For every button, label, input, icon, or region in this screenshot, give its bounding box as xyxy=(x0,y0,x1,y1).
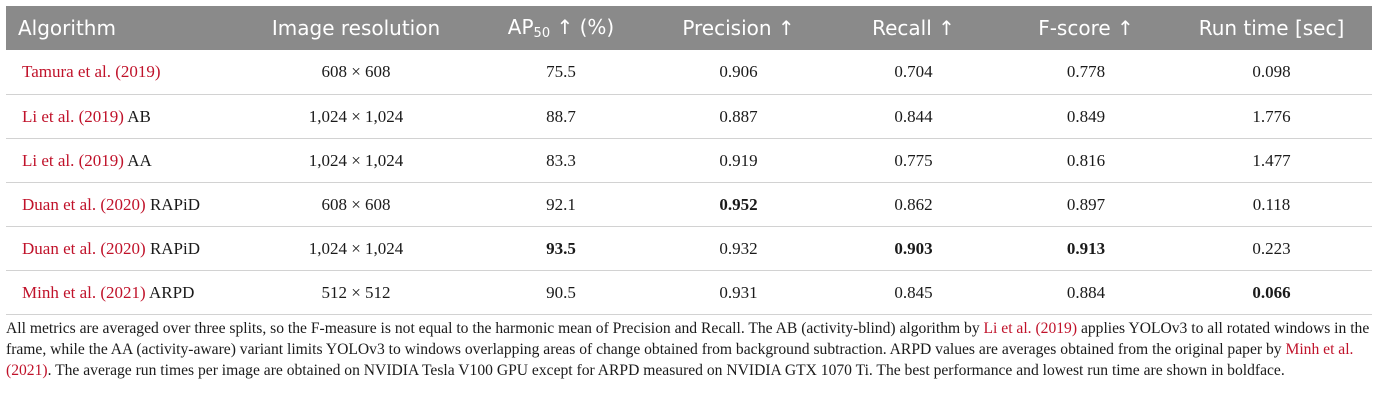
resolution-cell: 1,024 × 1,024 xyxy=(241,138,471,183)
runtime-cell: 0.223 xyxy=(1171,226,1372,271)
footnote-citation-minh[interactable]: Minh et al. (2021) xyxy=(6,341,1354,379)
precision-cell: 0.919 xyxy=(651,138,826,183)
runtime-cell: 1.776 xyxy=(1171,94,1372,139)
footnote-text-1: All metrics are averaged over three spli… xyxy=(6,320,984,337)
header-ap-main: AP xyxy=(507,15,534,39)
ap50-cell: 92.1 xyxy=(471,182,651,227)
algorithm-cell: Minh et al. (2021) ARPD xyxy=(6,270,241,315)
citation-link[interactable]: Minh et al. (2021) xyxy=(22,282,146,302)
precision-cell: 0.931 xyxy=(651,270,826,315)
ap50-cell: 83.3 xyxy=(471,138,651,183)
table-row: Minh et al. (2021) ARPD 512 × 512 90.5 0… xyxy=(6,270,1372,315)
table-footnote: All metrics are averaged over three spli… xyxy=(6,318,1372,381)
ap50-cell: 88.7 xyxy=(471,94,651,139)
ap50-cell-best: 93.5 xyxy=(471,226,651,271)
algorithm-cell: Li et al. (2019) AA xyxy=(6,138,241,183)
citation-link[interactable]: Duan et al. (2020) xyxy=(22,238,146,258)
algorithm-cell: Duan et al. (2020) RAPiD xyxy=(6,226,241,271)
algorithm-variant: ARPD xyxy=(145,282,195,302)
runtime-cell-best: 0.066 xyxy=(1171,270,1372,315)
resolution-cell: 608 × 608 xyxy=(241,50,471,95)
table-row: Tamura et al. (2019) 608 × 608 75.5 0.90… xyxy=(6,50,1372,95)
header-algorithm: Algorithm xyxy=(18,16,116,40)
precision-cell: 0.887 xyxy=(651,94,826,139)
runtime-cell: 0.098 xyxy=(1171,50,1372,95)
citation-link[interactable]: Li et al. (2019) xyxy=(22,150,124,170)
precision-cell: 0.932 xyxy=(651,226,826,271)
header-ap-sub: 50 xyxy=(533,26,551,41)
algorithm-variant: AA xyxy=(123,150,152,170)
footnote-citation-li[interactable]: Li et al. (2019) xyxy=(983,320,1078,337)
header-recall: Recall ↑ xyxy=(872,16,955,40)
precision-cell-best: 0.952 xyxy=(651,182,826,227)
algorithm-cell: Tamura et al. (2019) xyxy=(6,50,241,95)
fscore-cell: 0.884 xyxy=(1001,270,1171,315)
results-table-container: Algorithm Image resolution AP50 ↑ (%) Pr… xyxy=(6,6,1372,315)
resolution-cell: 1,024 × 1,024 xyxy=(241,226,471,271)
recall-cell: 0.704 xyxy=(826,50,1001,95)
footnote-text-3: . The average run times per image are ob… xyxy=(47,362,1285,379)
header-fscore: F-score ↑ xyxy=(1038,16,1134,40)
fscore-cell: 0.816 xyxy=(1001,138,1171,183)
fscore-cell: 0.849 xyxy=(1001,94,1171,139)
algorithm-variant: RAPiD xyxy=(145,238,201,258)
recall-cell: 0.844 xyxy=(826,94,1001,139)
ap50-cell: 75.5 xyxy=(471,50,651,95)
recall-cell-best: 0.903 xyxy=(826,226,1001,271)
table-row: Li et al. (2019) AA 1,024 × 1,024 83.3 0… xyxy=(6,138,1372,183)
header-ap-rest: ↑ (%) xyxy=(550,15,615,39)
fscore-cell: 0.897 xyxy=(1001,182,1171,227)
table-row: Duan et al. (2020) RAPiD 608 × 608 92.1 … xyxy=(6,182,1372,227)
ap50-cell: 90.5 xyxy=(471,270,651,315)
citation-link[interactable]: Tamura et al. (2019) xyxy=(22,62,161,81)
resolution-cell: 608 × 608 xyxy=(241,182,471,227)
citation-link[interactable]: Duan et al. (2020) xyxy=(22,194,146,214)
precision-cell: 0.906 xyxy=(651,50,826,95)
algorithm-variant: RAPiD xyxy=(145,194,201,214)
fscore-cell: 0.778 xyxy=(1001,50,1171,95)
header-runtime: Run time [sec] xyxy=(1198,16,1345,40)
header-ap50: AP50 ↑ (%) xyxy=(471,6,651,50)
header-precision: Precision ↑ xyxy=(682,16,795,40)
results-table: Algorithm Image resolution AP50 ↑ (%) Pr… xyxy=(6,6,1372,315)
header-row: Algorithm Image resolution AP50 ↑ (%) Pr… xyxy=(6,6,1372,50)
header-resolution: Image resolution xyxy=(271,16,441,40)
recall-cell: 0.845 xyxy=(826,270,1001,315)
resolution-cell: 512 × 512 xyxy=(241,270,471,315)
fscore-cell-best: 0.913 xyxy=(1001,226,1171,271)
table-row: Li et al. (2019) AB 1,024 × 1,024 88.7 0… xyxy=(6,94,1372,139)
runtime-cell: 0.118 xyxy=(1171,182,1372,227)
footnote-text-2: applies YOLOv3 to all rotated windows in… xyxy=(6,320,1370,358)
recall-cell: 0.775 xyxy=(826,138,1001,183)
table-row: Duan et al. (2020) RAPiD 1,024 × 1,024 9… xyxy=(6,226,1372,271)
algorithm-cell: Duan et al. (2020) RAPiD xyxy=(6,182,241,227)
recall-cell: 0.862 xyxy=(826,182,1001,227)
algorithm-cell: Li et al. (2019) AB xyxy=(6,94,241,139)
algorithm-variant: AB xyxy=(123,106,151,126)
runtime-cell: 1.477 xyxy=(1171,138,1372,183)
resolution-cell: 1,024 × 1,024 xyxy=(241,94,471,139)
citation-link[interactable]: Li et al. (2019) xyxy=(22,106,124,126)
